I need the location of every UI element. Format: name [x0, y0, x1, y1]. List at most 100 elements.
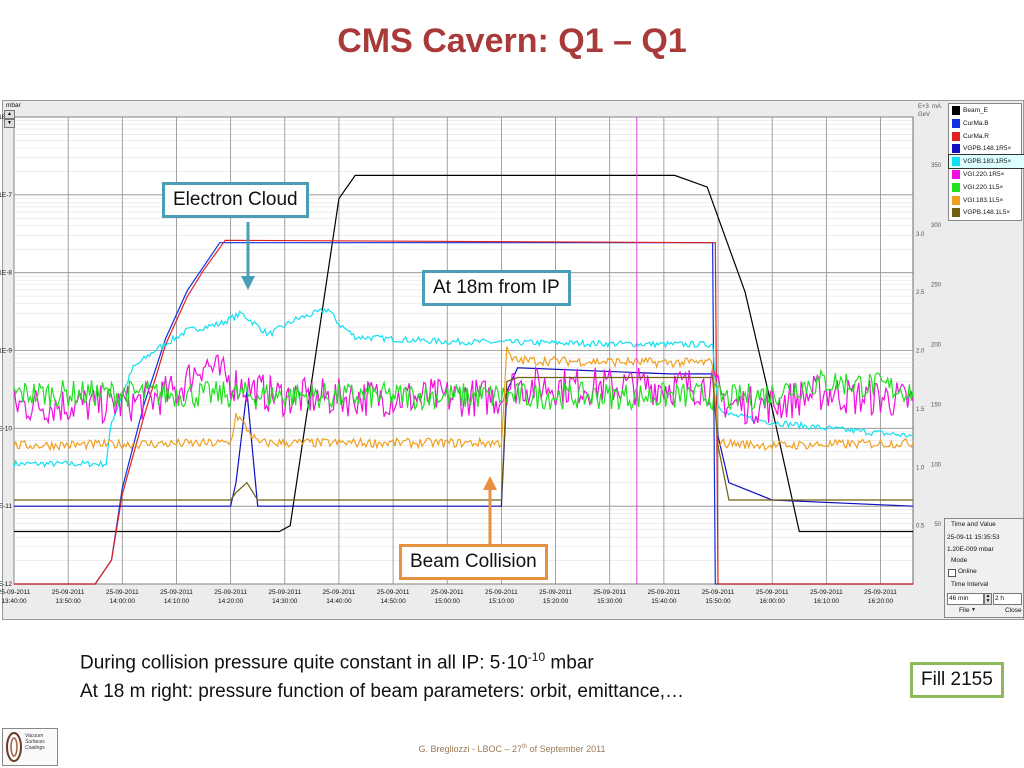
vsc-logo: Vacuum Surfaces Coatings	[2, 728, 58, 766]
x-tick-date: 25-09-2011	[485, 589, 518, 596]
legend-item[interactable]: VGPB.148.1R5×	[949, 142, 1024, 155]
legend-swatch	[952, 144, 960, 154]
right-axis-gev-tick: 1.5	[916, 407, 925, 413]
y-tick-label: 1E-11	[0, 503, 12, 510]
right-axis-unit: GeV	[918, 112, 930, 118]
file-button[interactable]: File	[959, 607, 970, 614]
legend-label: VGPB.148.1L5×	[963, 209, 1011, 217]
legend-panel: Beam_E CurMa.B CurMa.R VGPB.148.1R5× VGPB.18…	[948, 103, 1024, 221]
x-tick-date: 25-09-2011	[268, 589, 301, 596]
logo-text: Vacuum Surfaces Coatings	[25, 733, 45, 751]
legend-item[interactable]: VGPB.148.1L5×	[949, 206, 1024, 219]
time-value: 25-09-11 15:35:53	[947, 534, 1000, 541]
series-line	[13, 307, 914, 469]
legend-item[interactable]: VGI.220.1L5×	[949, 181, 1024, 194]
time-value-panel: Time and Value 25-09-11 15:35:53 1.20E-0…	[944, 518, 1024, 618]
legend-item[interactable]: Beam_E	[949, 104, 1024, 117]
slide-title: CMS Cavern: Q1 – Q1	[337, 22, 687, 60]
callout-18m-from-ip: At 18m from IP	[422, 270, 571, 306]
right-axis-ma-tick: 300	[931, 223, 942, 229]
series-line	[13, 346, 914, 452]
time-interval-label: Time Interval	[951, 581, 989, 588]
series-line	[14, 174, 913, 533]
series-line	[13, 368, 914, 412]
right-axis-ma-tick: 250	[931, 283, 942, 289]
x-tick-date: 25-09-2011	[0, 589, 31, 596]
footer-credit: G. Bregliozzi - LBOC – 27th of September…	[0, 744, 1024, 754]
x-tick-time: 14:30:00	[272, 598, 298, 605]
legend-label: VGI.220.1L5×	[963, 183, 1004, 191]
right-axis-gev-tick: 3.0	[916, 232, 925, 238]
x-tick-date: 25-09-2011	[323, 589, 356, 596]
x-tick-time: 14:50:00	[380, 598, 406, 605]
legend-item[interactable]: CurMa.B	[949, 117, 1024, 130]
y-axis-unit: mbar	[6, 102, 21, 109]
body-line-1-exponent: -10	[527, 650, 546, 664]
time-interval-field[interactable]: 46 min	[947, 593, 984, 605]
online-checkbox[interactable]	[948, 569, 956, 577]
x-tick-time: 16:00:00	[760, 598, 786, 605]
right-axis-ma-tick: 200	[931, 343, 942, 349]
scroll-down-icon[interactable]: ▼	[4, 119, 15, 128]
legend-label: VGI.183.1L5×	[963, 196, 1004, 204]
right-axis-unit: mA	[932, 104, 941, 110]
legend-item[interactable]: VGPB.183.1R5×	[948, 154, 1024, 170]
y-tick-label: 1E-10	[0, 425, 12, 432]
x-tick-date: 25-09-2011	[106, 589, 139, 596]
x-tick-date: 25-09-2011	[431, 589, 464, 596]
body-line-1: During collision pressure quite constant…	[80, 650, 594, 674]
legend-swatch	[952, 157, 960, 167]
series-line	[14, 239, 913, 585]
legend-swatch	[952, 106, 960, 115]
y-tick-label: 1E-8	[0, 270, 12, 277]
x-tick-date: 25-09-2011	[593, 589, 626, 596]
right-axis-ma-tick: 50	[934, 522, 941, 528]
y-tick-label: 1E-9	[0, 348, 12, 355]
legend-item[interactable]: CurMa.R	[949, 130, 1024, 143]
right-axis-gev-tick: 2.5	[916, 290, 925, 296]
callout-electron-cloud: Electron Cloud	[162, 182, 309, 218]
right-axis-gev-tick: 0.5	[916, 524, 925, 530]
file-dropdown-icon[interactable]: ▼	[971, 607, 976, 613]
mode-label: Mode	[951, 557, 968, 564]
x-tick-time: 15:30:00	[597, 598, 623, 605]
right-axis-gev-tick: 1.0	[916, 465, 925, 471]
x-tick-time: 13:50:00	[56, 598, 82, 605]
x-tick-time: 15:00:00	[435, 598, 461, 605]
x-tick-date: 25-09-2011	[810, 589, 843, 596]
x-tick-time: 15:20:00	[543, 598, 569, 605]
logo-ring-icon	[6, 732, 22, 762]
legend-swatch	[952, 195, 960, 205]
legend-label: VGPB.148.1R5×	[963, 145, 1012, 153]
scroll-up-icon[interactable]: ▲	[4, 110, 15, 119]
footer-suffix: of September 2011	[527, 744, 606, 754]
legend-label: CurMa.R	[963, 132, 990, 140]
x-tick-date: 25-09-2011	[214, 589, 247, 596]
y-tick-label: 1E-7	[0, 192, 12, 199]
time-span-field[interactable]: 2 h	[993, 593, 1022, 605]
time-interval-spinner[interactable]: ▲ ▼	[984, 593, 992, 605]
legend-item[interactable]: VGI.220.1R5×	[949, 168, 1024, 181]
body-line-1-prefix: During collision pressure quite constant…	[80, 652, 528, 674]
y-tick-label: 1E-12	[0, 581, 12, 588]
x-tick-time: 14:00:00	[110, 598, 136, 605]
x-tick-time: 14:10:00	[164, 598, 190, 605]
legend-swatch	[952, 118, 960, 128]
close-button[interactable]: Close	[1005, 607, 1022, 614]
series-line	[14, 376, 913, 501]
x-tick-time: 16:20:00	[868, 598, 894, 605]
legend-label: Beam_E	[963, 107, 988, 114]
legend-item[interactable]: VGI.183.1L5×	[949, 194, 1024, 207]
body-line-1-suffix: mbar	[545, 652, 594, 674]
right-axis-ma-tick: 100	[931, 462, 942, 468]
time-value-label: Time and Value	[951, 521, 996, 528]
legend-label: VGI.220.1R5×	[963, 171, 1005, 178]
x-tick-date: 25-09-2011	[864, 589, 897, 596]
pressure-value: 1.20E-009 mbar	[947, 546, 994, 553]
legend-swatch	[952, 208, 960, 218]
x-tick-time: 15:50:00	[705, 598, 731, 605]
right-axis-ma-tick: 350	[931, 163, 942, 169]
x-tick-date: 25-09-2011	[702, 589, 735, 596]
right-axis-gev-tick: 2.0	[916, 349, 925, 355]
